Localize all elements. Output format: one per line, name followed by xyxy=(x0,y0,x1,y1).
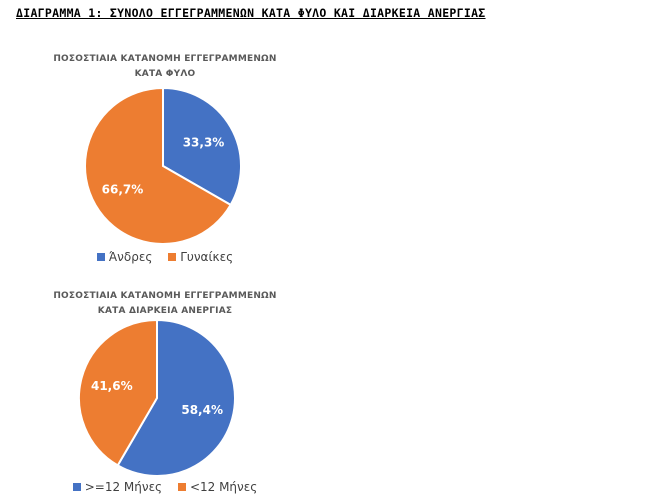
chart-1-legend-swatch-women xyxy=(168,253,177,261)
chart-1-slice-1 xyxy=(162,86,242,207)
chart-2-slice-2 xyxy=(78,318,158,467)
chart-1-legend-label-women: Γυναίκες xyxy=(180,250,234,264)
chart-1-legend-item-women: Γυναίκες xyxy=(168,250,233,264)
chart-1-legend-label-men: Άνδρες xyxy=(108,250,153,264)
chart-2-legend-item-long-term: >=12 Μήνες xyxy=(72,480,163,494)
chart-1-title-line-2: ΚΑΤΑ ΦΥΛΟ xyxy=(134,69,196,79)
chart-2-pie: 58,4% 41,6% xyxy=(78,318,236,477)
chart-1-legend-swatch-men xyxy=(96,253,105,261)
chart-2-legend-label-long-term: >=12 Μήνες xyxy=(84,480,163,494)
page-title: ΔΙΑΓΡΑΜΜΑ 1: ΣΥΝΟΛΟ ΕΓΓΕΓΡΑΜΜΕΝΩΝ ΚΑΤΑ Φ… xyxy=(16,6,486,20)
chart-1-slice-2 xyxy=(84,86,232,245)
chart-2-legend: >=12 Μήνες <12 Μήνες xyxy=(0,480,330,494)
chart-1-pie: 33,3% 66,7% xyxy=(84,86,242,245)
chart-2-title-line-2: ΚΑΤΑ ΔΙΑΡΚΕΙΑ ΑΝΕΡΓΙΑΣ xyxy=(97,306,233,316)
chart-1-slice-2-label: 66,7% xyxy=(102,182,144,196)
chart-1-legend: Άνδρες Γυναίκες xyxy=(0,250,330,264)
chart-1-legend-item-men: Άνδρες xyxy=(96,250,153,264)
chart-2-legend-item-short-term: <12 Μήνες xyxy=(177,480,258,494)
chart-2-legend-swatch-short-term xyxy=(177,483,186,491)
chart-1-slice-1-label: 33,3% xyxy=(183,136,225,150)
chart-1-title: ΠΟΣΟΣΤΙΑΙΑ ΚΑΤΑΝΟΜΗ ΕΓΓΕΓΡΑΜΜΕΝΩΝ ΚΑΤΑ Φ… xyxy=(0,52,330,82)
chart-1-title-line-1: ΠΟΣΟΣΤΙΑΙΑ ΚΑΤΑΝΟΜΗ ΕΓΓΕΓΡΑΜΜΕΝΩΝ xyxy=(53,54,277,64)
chart-2-title-line-1: ΠΟΣΟΣΤΙΑΙΑ ΚΑΤΑΝΟΜΗ ΕΓΓΕΓΡΑΜΜΕΝΩΝ xyxy=(53,291,277,301)
chart-2-title: ΠΟΣΟΣΤΙΑΙΑ ΚΑΤΑΝΟΜΗ ΕΓΓΕΓΡΑΜΜΕΝΩΝ ΚΑΤΑ Δ… xyxy=(0,289,330,319)
chart-2-legend-swatch-long-term xyxy=(72,483,81,491)
chart-2-slice-1 xyxy=(116,318,236,477)
chart-2-legend-label-short-term: <12 Μήνες xyxy=(189,480,258,494)
chart-2-slice-1-label: 58,4% xyxy=(181,403,223,417)
chart-2-slice-2-label: 41,6% xyxy=(91,379,133,393)
